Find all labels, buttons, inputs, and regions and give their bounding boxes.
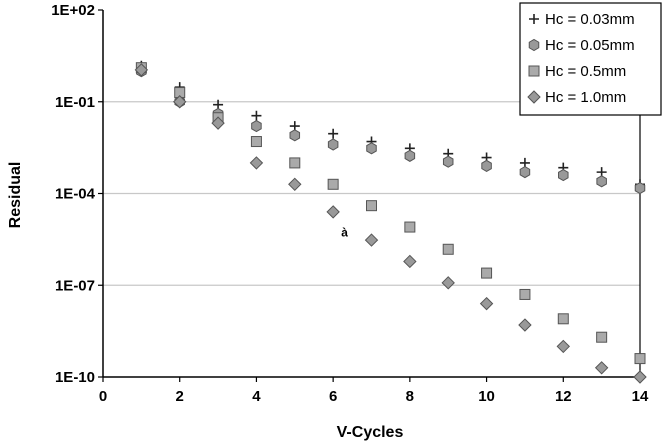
data-point-diamond bbox=[479, 296, 494, 311]
data-point-square bbox=[519, 288, 531, 300]
x-tick-label: 12 bbox=[555, 388, 572, 405]
legend-marker-plus bbox=[529, 14, 539, 24]
data-point-square bbox=[404, 221, 416, 233]
data-point-plus bbox=[328, 128, 339, 139]
y-tick-label: 1E-01 bbox=[55, 94, 95, 111]
data-point-hexagon bbox=[327, 138, 339, 151]
legend-entry: Hc = 0.03mm bbox=[529, 11, 635, 28]
legend-label: Hc = 1.0mm bbox=[545, 89, 626, 106]
data-point-diamond bbox=[518, 318, 532, 332]
data-point-diamond bbox=[556, 339, 570, 354]
data-point-plus bbox=[251, 110, 262, 121]
x-axis-title: V-Cycles bbox=[337, 424, 404, 441]
data-point-square bbox=[250, 136, 262, 148]
data-point-diamond bbox=[249, 156, 264, 170]
data-point-diamond bbox=[173, 95, 187, 109]
y-axis-title: Residual bbox=[7, 162, 24, 229]
x-tick-label: 4 bbox=[252, 388, 261, 405]
data-point-square bbox=[442, 243, 454, 255]
legend-label: Hc = 0.05mm bbox=[545, 37, 635, 54]
x-tick-label: 2 bbox=[176, 388, 184, 405]
y-tick-label: 1E-07 bbox=[55, 277, 95, 294]
y-tick-label: 1E-04 bbox=[55, 186, 96, 203]
data-point-square bbox=[289, 157, 301, 169]
data-point-diamond bbox=[211, 116, 225, 130]
data-point-hexagon bbox=[404, 149, 416, 162]
x-tick-label: 14 bbox=[632, 388, 649, 405]
legend-marker-square bbox=[528, 65, 540, 77]
legend-label: Hc = 0.03mm bbox=[545, 11, 635, 28]
data-point-hexagon bbox=[251, 120, 262, 133]
data-point-square bbox=[596, 331, 608, 343]
legend-entry: Hc = 1.0mm bbox=[527, 89, 626, 106]
x-tick-label: 10 bbox=[478, 388, 495, 405]
data-point-hexagon bbox=[481, 159, 492, 172]
data-point-hexagon bbox=[289, 129, 301, 142]
data-point-hexagon bbox=[634, 182, 646, 195]
x-tick-label: 8 bbox=[406, 388, 414, 405]
data-point-square bbox=[557, 313, 569, 325]
data-point-hexagon bbox=[558, 169, 569, 182]
data-point-hexagon bbox=[442, 155, 454, 168]
annotation-label: à bbox=[341, 225, 348, 239]
data-point-diamond bbox=[441, 276, 455, 290]
legend-items: Hc = 0.03mm Hc = 0.05mm Hc = 0.5mm Hc = 1.0… bbox=[527, 11, 635, 106]
legend: Hc = 0.03mm Hc = 0.05mm Hc = 0.5mm Hc = 1.0… bbox=[519, 2, 662, 116]
legend-entry: Hc = 0.5mm bbox=[528, 63, 626, 80]
y-tick-label: 1E+02 bbox=[51, 2, 95, 19]
data-point-diamond bbox=[594, 361, 609, 375]
data-point-square bbox=[481, 267, 493, 279]
data-point-square bbox=[366, 200, 377, 212]
legend-entry: Hc = 0.05mm bbox=[528, 37, 635, 54]
data-series bbox=[134, 60, 647, 384]
data-point-diamond bbox=[364, 233, 379, 247]
x-tick-label: 6 bbox=[329, 388, 337, 405]
x-tick-label: 0 bbox=[99, 388, 107, 405]
data-point-square bbox=[634, 353, 646, 365]
data-point-square bbox=[327, 178, 339, 190]
legend-marker-diamond bbox=[527, 90, 541, 104]
legend-label: Hc = 0.5mm bbox=[545, 63, 626, 80]
series-hexagon bbox=[136, 65, 646, 195]
y-tick-label: 1E-10 bbox=[55, 369, 95, 386]
data-point-hexagon bbox=[596, 175, 607, 188]
legend-box bbox=[519, 2, 662, 116]
data-point-diamond bbox=[134, 63, 149, 77]
data-point-hexagon bbox=[519, 166, 531, 179]
tick-labels: 0 2 4 6 8 10 12 14 1E-10 1E-07 1E-04 1E-01 1E+02 bbox=[51, 2, 649, 405]
data-point-diamond bbox=[326, 205, 340, 219]
series-diamond bbox=[134, 63, 647, 384]
data-point-diamond bbox=[288, 177, 302, 192]
data-point-diamond bbox=[403, 254, 417, 269]
data-point-hexagon bbox=[366, 142, 377, 155]
legend-marker-hexagon bbox=[528, 38, 540, 52]
data-point-diamond bbox=[633, 370, 647, 384]
gridlines bbox=[103, 101, 640, 286]
